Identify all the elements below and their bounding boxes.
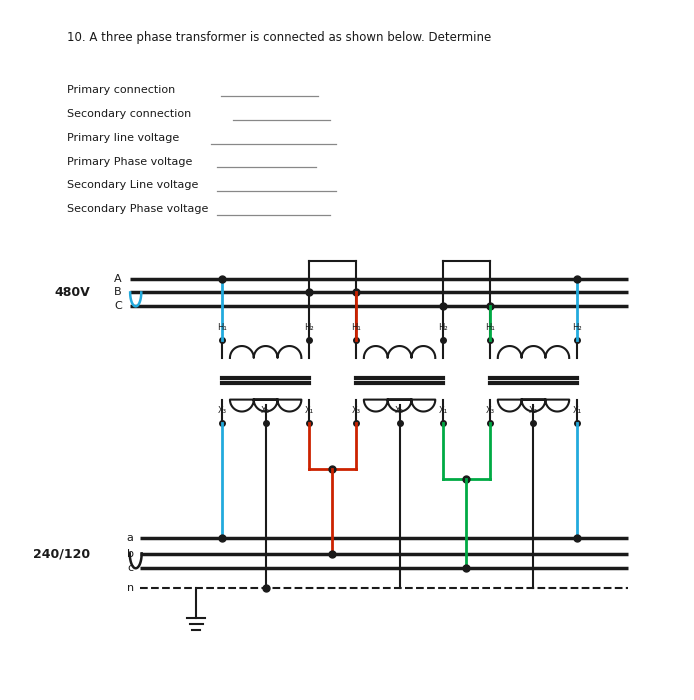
Text: H₂: H₂ xyxy=(573,323,582,332)
Text: X₃: X₃ xyxy=(217,407,226,416)
Text: b: b xyxy=(127,550,134,559)
Text: H₁: H₁ xyxy=(485,323,495,332)
Text: X₂: X₂ xyxy=(529,407,538,416)
Text: X₁: X₁ xyxy=(305,407,314,416)
Text: H₂: H₂ xyxy=(305,323,314,332)
Text: C: C xyxy=(114,301,122,312)
Text: 480V: 480V xyxy=(54,286,90,299)
Text: H₂: H₂ xyxy=(439,323,448,332)
Text: a: a xyxy=(127,533,134,543)
Text: X₂: X₂ xyxy=(261,407,270,416)
Text: Secondary Phase voltage: Secondary Phase voltage xyxy=(67,204,209,214)
Text: B: B xyxy=(115,288,122,298)
Text: n: n xyxy=(126,583,134,593)
Text: H₁: H₁ xyxy=(217,323,227,332)
Text: X₂: X₂ xyxy=(395,407,404,416)
Text: A: A xyxy=(115,274,122,284)
Text: X₃: X₃ xyxy=(351,407,360,416)
Text: X₁: X₁ xyxy=(573,407,582,416)
Text: Secondary connection: Secondary connection xyxy=(67,109,192,119)
Text: 10. A three phase transformer is connected as shown below. Determine: 10. A three phase transformer is connect… xyxy=(67,31,491,43)
Text: Primary connection: Primary connection xyxy=(67,85,176,95)
Text: c: c xyxy=(128,564,134,573)
Text: Primary line voltage: Primary line voltage xyxy=(67,133,180,143)
Text: Secondary Line voltage: Secondary Line voltage xyxy=(67,181,198,190)
Text: X₃: X₃ xyxy=(485,407,494,416)
Text: 240/120: 240/120 xyxy=(33,548,90,561)
Text: X₁: X₁ xyxy=(439,407,448,416)
Text: Primary Phase voltage: Primary Phase voltage xyxy=(67,157,193,167)
Text: H₁: H₁ xyxy=(351,323,361,332)
